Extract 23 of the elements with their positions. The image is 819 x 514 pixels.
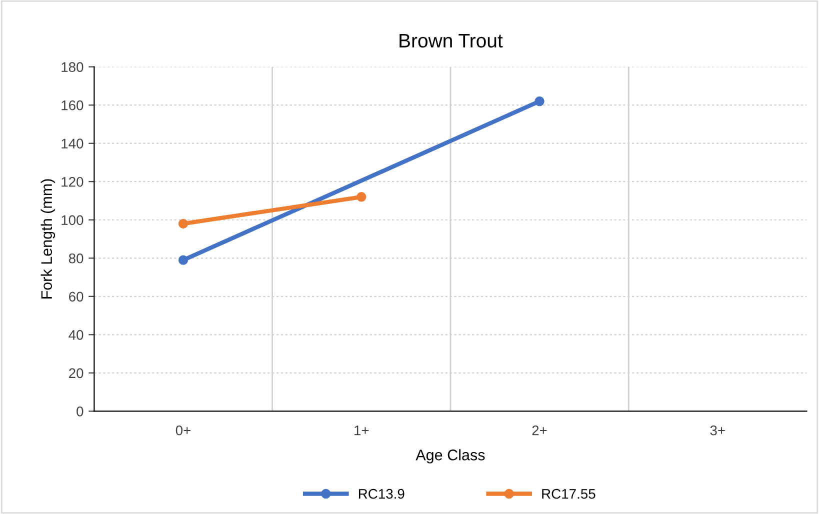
y-tick-label: 20 bbox=[69, 368, 84, 378]
x-tick-label: 0+ bbox=[176, 425, 190, 436]
y-tick-label: 60 bbox=[69, 292, 84, 302]
x-tick-label: 2+ bbox=[532, 425, 547, 436]
legend-label: RC17.55 bbox=[542, 488, 596, 499]
y-tick-label: 0 bbox=[76, 406, 84, 416]
y-tick-label: 80 bbox=[68, 253, 84, 264]
legend-label: RC13.9 bbox=[358, 488, 404, 499]
x-tick-label: 1+ bbox=[354, 426, 369, 436]
y-tick-label: 120 bbox=[62, 176, 84, 187]
y-axis-title: Fork Length (mm) bbox=[40, 179, 56, 298]
y-tick-label: 160 bbox=[62, 100, 84, 110]
y-tick-label: 140 bbox=[62, 138, 84, 149]
point bbox=[178, 218, 188, 229]
point bbox=[534, 96, 544, 106]
chart-title: Brown Trout bbox=[400, 34, 503, 48]
x-tick-label: 3+ bbox=[710, 425, 725, 436]
y-tick-label: 180 bbox=[62, 62, 84, 72]
y-tick-label: 40 bbox=[68, 330, 84, 340]
x-axis-title: Age Class bbox=[416, 449, 485, 464]
point bbox=[178, 255, 188, 265]
point bbox=[356, 192, 366, 202]
y-tick-label: 100 bbox=[62, 215, 84, 226]
